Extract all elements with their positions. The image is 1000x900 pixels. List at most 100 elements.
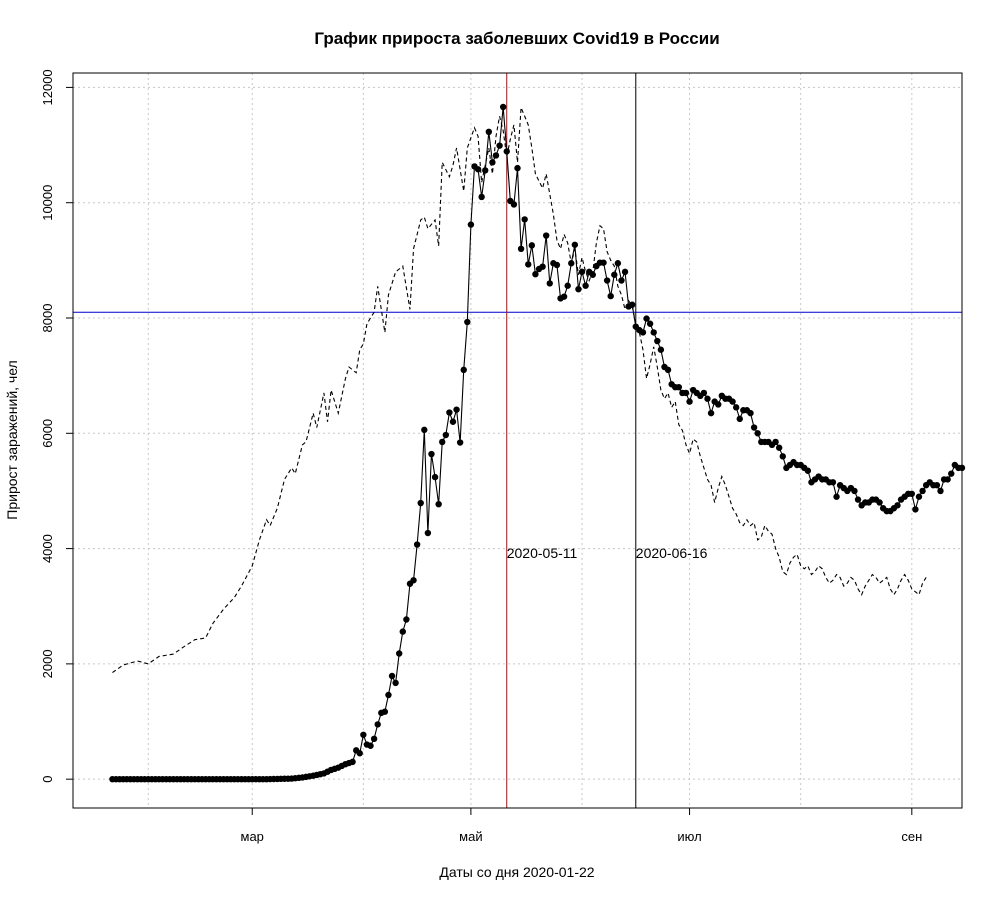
data-point: [349, 758, 356, 766]
x-axis: мар май июл сен: [241, 808, 922, 844]
data-point: [532, 270, 539, 278]
data-point: [503, 148, 510, 155]
chart-title: График прироста заболевших Covid19 в Рос…: [314, 29, 719, 48]
data-point: [948, 470, 955, 477]
vertical-line-label: 2020-05-11: [507, 545, 578, 561]
data-point: [510, 201, 518, 208]
data-point: [851, 487, 858, 495]
data-point: [517, 245, 525, 253]
y-tick-label: 0: [40, 776, 55, 783]
data-point: [521, 216, 528, 223]
data-point: [428, 450, 435, 458]
data-point: [417, 499, 424, 507]
series-layer: [109, 103, 966, 783]
data-point: [715, 401, 722, 408]
data-point: [399, 628, 406, 635]
y-tick-label: 6000: [40, 419, 55, 448]
data-point: [421, 426, 428, 434]
data-point: [396, 650, 403, 657]
data-point: [442, 431, 450, 439]
data-point: [578, 268, 586, 276]
data-point: [621, 268, 629, 276]
data-point: [707, 409, 715, 417]
data-point: [496, 142, 503, 149]
data-point: [560, 293, 568, 300]
data-point: [614, 260, 622, 267]
data-point: [854, 496, 862, 503]
data-point: [919, 487, 926, 495]
data-point: [643, 315, 650, 322]
data-point: [639, 329, 647, 336]
data-point: [618, 277, 625, 284]
data-point: [772, 438, 779, 446]
data-point: [485, 128, 493, 135]
data-point: [456, 439, 464, 446]
data-point: [829, 479, 837, 486]
y-tick-label: 4000: [40, 534, 55, 563]
data-point: [482, 167, 489, 174]
data-point: [385, 691, 392, 699]
data-point: [682, 389, 690, 397]
vertical-line-label: 2020-06-16: [636, 545, 708, 561]
data-point: [514, 164, 521, 172]
data-point: [933, 481, 941, 489]
data-point: [528, 242, 536, 249]
data-point: [611, 271, 618, 278]
data-point: [413, 541, 421, 548]
data-point: [464, 318, 471, 326]
data-point: [460, 366, 467, 374]
data-point: [876, 499, 883, 506]
y-tick-label: 8000: [40, 304, 55, 333]
x-tick-label: май: [459, 829, 482, 844]
data-point: [894, 502, 901, 509]
data-point: [546, 280, 553, 287]
data-point: [489, 159, 496, 166]
y-tick-label: 10000: [40, 185, 55, 221]
data-point: [686, 398, 693, 405]
data-point: [410, 577, 417, 584]
data-point: [944, 476, 951, 483]
x-tick-label: мар: [241, 829, 264, 844]
data-point: [360, 731, 367, 738]
data-point: [392, 679, 399, 687]
x-tick-label: сен: [901, 829, 922, 844]
data-point: [833, 493, 840, 500]
data-point: [629, 301, 636, 308]
data-point: [453, 406, 460, 413]
data-point: [449, 418, 457, 425]
x-tick-label: июл: [677, 829, 701, 844]
data-point: [654, 337, 661, 345]
plot-frame: [72, 72, 963, 809]
data-point: [589, 271, 596, 278]
data-point: [732, 404, 740, 411]
data-point: [539, 263, 546, 270]
data-point: [600, 259, 607, 266]
data-point: [937, 487, 944, 495]
data-point: [370, 735, 378, 743]
data-point: [908, 490, 916, 498]
data-point: [804, 467, 812, 474]
data-point: [700, 389, 708, 397]
y-tick-label: 2000: [40, 649, 55, 678]
data-point: [474, 166, 482, 173]
data-point: [439, 438, 446, 446]
data-point: [750, 424, 758, 431]
data-point: [388, 672, 396, 680]
data-point: [729, 398, 736, 405]
data-point: [431, 473, 439, 481]
data-point: [603, 277, 611, 284]
data-point: [367, 742, 374, 749]
data-point: [542, 232, 550, 239]
data-point: [675, 383, 683, 391]
data-point: [571, 241, 579, 248]
gridlines: [73, 73, 962, 808]
y-axis: 0 2000 4000 6000 8000 10000 12000: [40, 69, 73, 783]
data-point: [553, 261, 561, 269]
data-point: [424, 529, 432, 537]
data-point: [582, 282, 589, 289]
data-point: [747, 409, 754, 417]
data-point: [381, 708, 389, 715]
data-point: [435, 501, 442, 508]
data-point: [650, 329, 657, 336]
